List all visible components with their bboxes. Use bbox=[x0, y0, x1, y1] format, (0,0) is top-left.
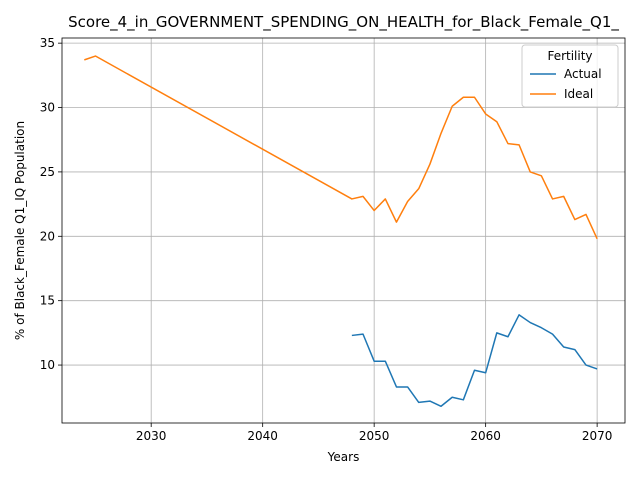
legend: Fertility Actual Ideal bbox=[521, 44, 619, 108]
legend-title: Fertility bbox=[547, 49, 592, 63]
y-axis-label: % of Black_Female Q1_IQ Population bbox=[13, 121, 27, 340]
series-line-ideal bbox=[84, 55, 598, 240]
x-tick-label: 2040 bbox=[247, 429, 278, 443]
legend-label-ideal: Ideal bbox=[564, 87, 593, 101]
y-tick-label: 20 bbox=[40, 229, 55, 243]
x-tick-label: 2030 bbox=[136, 429, 167, 443]
legend-label-actual: Actual bbox=[564, 67, 602, 81]
grid-lines bbox=[62, 38, 625, 423]
series-line-actual bbox=[351, 314, 598, 408]
series-lines bbox=[84, 55, 598, 408]
y-tick-label: 10 bbox=[40, 358, 55, 372]
x-tick-label: 2060 bbox=[470, 429, 501, 443]
plot-frame bbox=[61, 37, 626, 424]
axis-ticks: 2030 2040 2050 2060 2070 10 15 20 25 30 35 bbox=[40, 36, 613, 443]
x-axis-label: Years bbox=[327, 450, 360, 464]
y-tick-label: 30 bbox=[40, 101, 55, 115]
x-tick-label: 2070 bbox=[582, 429, 613, 443]
x-tick-label: 2050 bbox=[359, 429, 390, 443]
chart-title: Score_4_in_GOVERNMENT_SPENDING_ON_HEALTH… bbox=[68, 13, 619, 32]
legend-box bbox=[521, 44, 619, 108]
y-tick-label: 15 bbox=[40, 294, 55, 308]
y-tick-label: 35 bbox=[40, 36, 55, 50]
y-tick-label: 25 bbox=[40, 165, 55, 179]
